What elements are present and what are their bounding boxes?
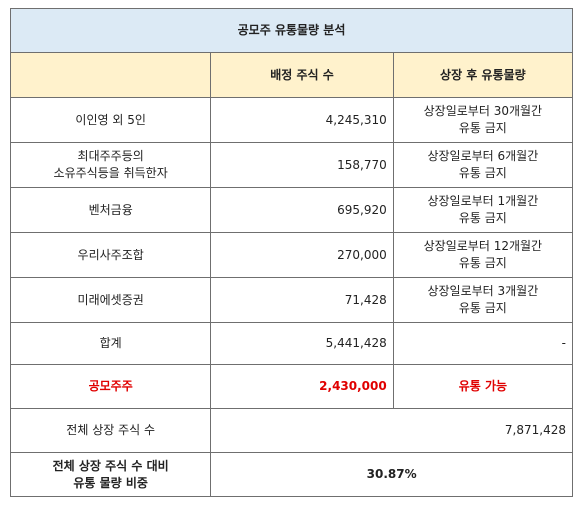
header-cell-shares[interactable]: 배정 주식 수 (210, 52, 394, 98)
ipo-shares-cell[interactable]: 2,430,000 (210, 364, 394, 409)
lockup-line: 유통 금지 (458, 211, 507, 225)
header-cell-lockup[interactable]: 상장 후 유통물량 (392, 52, 574, 98)
holder-name-cell[interactable]: 이인영 외 5인 (9, 97, 212, 143)
holder-name-line: 미래에셋증권 (77, 292, 144, 307)
total-shares-cell[interactable]: 5,441,428 (210, 322, 394, 365)
listed-shares-row: 전체 상장 주식 수 7,871,428 (9, 408, 573, 453)
lockup-line: 상장일로부터 30개월간 (423, 104, 543, 118)
holder-name-line: 최대주주등의 (77, 149, 144, 163)
holder-name-line: 우리사주조합 (77, 247, 144, 262)
lockup-line: 상장일로부터 1개월간 (427, 194, 539, 208)
header-row: 배정 주식 수 상장 후 유통물량 (9, 52, 574, 98)
lockup-line: 유통 금지 (458, 166, 507, 180)
lockup-line: 상장일로부터 12개월간 (423, 239, 543, 253)
title-row: 공모주 유통물량 분석 (10, 8, 573, 53)
ratio-label-line: 전체 상장 주식 수 대비 (52, 458, 169, 473)
lockup-line: 유통 금지 (458, 301, 507, 315)
shares-cell[interactable]: 270,000 (210, 232, 394, 278)
holder-name-line: 벤처금융 (88, 202, 133, 217)
shares-cell[interactable]: 4,245,310 (210, 97, 394, 143)
listed-label-cell[interactable]: 전체 상장 주식 수 (9, 408, 212, 453)
lockup-line: 상장일로부터 3개월간 (427, 284, 539, 298)
table-title[interactable]: 공모주 유통물량 분석 (10, 8, 573, 53)
ratio-value-cell[interactable]: 30.87% (210, 452, 573, 497)
share-distribution-table: 공모주 유통물량 분석 배정 주식 수 상장 후 유통물량 이인영 외 5인 4… (9, 8, 574, 497)
holder-name-cell[interactable]: 우리사주조합 (9, 232, 212, 278)
ipo-lockup-cell[interactable]: 유통 가능 (392, 364, 574, 409)
lockup-line: 유통 금지 (458, 256, 507, 270)
shares-cell[interactable]: 71,428 (210, 277, 394, 323)
total-label-cell[interactable]: 합계 (9, 322, 212, 365)
ipo-label-cell[interactable]: 공모주주 (9, 364, 212, 409)
header-cell-name[interactable] (9, 52, 212, 98)
holder-name-cell[interactable]: 미래에셋증권 (9, 277, 212, 323)
ratio-label-line: 유통 물량 비중 (73, 475, 148, 490)
total-lockup-cell[interactable]: - (392, 322, 574, 365)
total-row: 합계 5,441,428 - (9, 322, 574, 365)
lockup-line: 유통 금지 (458, 121, 507, 135)
holder-name-line: 이인영 외 5인 (75, 112, 146, 127)
listed-shares-cell[interactable]: 7,871,428 (210, 408, 573, 453)
shares-cell[interactable]: 695,920 (210, 187, 394, 233)
holder-name-line: 소유주식등을 취득한자 (53, 166, 168, 180)
holder-name-cell[interactable]: 벤처금융 (9, 187, 212, 233)
ipo-row: 공모주주 2,430,000 유통 가능 (9, 364, 574, 409)
shares-cell[interactable]: 158,770 (210, 142, 394, 188)
lockup-line: 상장일로부터 6개월간 (427, 149, 539, 163)
